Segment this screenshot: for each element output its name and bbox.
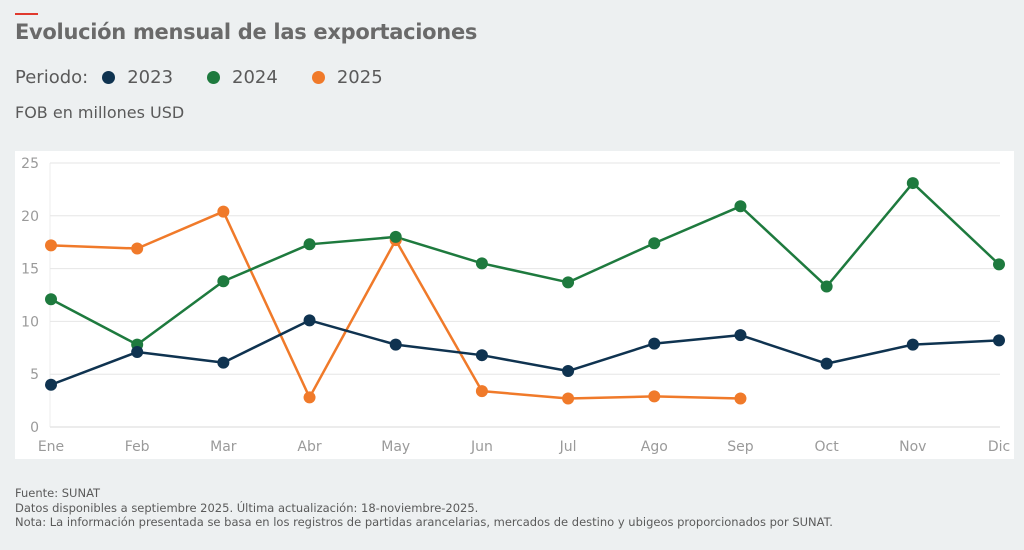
x-tick-label: Sep <box>727 439 754 455</box>
y-axis-unit-label: FOB en millones USD <box>15 103 185 122</box>
data-point-2025-Ago <box>648 390 661 403</box>
footer-source: Fuente: SUNAT <box>15 486 101 500</box>
data-point-2023-Abr <box>303 314 316 327</box>
legend-label-2023: 2023 <box>127 67 174 88</box>
series-points <box>45 177 1005 405</box>
y-tick-label: 20 <box>21 209 39 225</box>
x-tick-label: May <box>381 439 410 455</box>
legend: Periodo: 2023 2024 2025 <box>15 67 403 88</box>
data-point-2023-Nov <box>906 338 919 351</box>
data-point-2024-Dic <box>993 258 1005 271</box>
x-tick-label: Dic <box>988 439 1010 455</box>
legend-label-2024: 2024 <box>232 67 278 88</box>
series-line-2024 <box>50 181 1000 346</box>
data-point-2023-Oct <box>820 357 833 370</box>
data-point-2023-Sep <box>734 329 747 342</box>
legend-label-2025: 2025 <box>336 67 383 88</box>
data-point-2024-Jun <box>475 257 488 270</box>
data-point-2023-Dic <box>993 334 1005 347</box>
legend-item-2025[interactable]: 2025 <box>311 67 403 88</box>
title-accent-bar <box>15 13 38 15</box>
x-tick-label: Jul <box>559 439 577 455</box>
x-tick-label: Ago <box>641 439 668 455</box>
legend-dot-2025 <box>311 71 325 84</box>
data-point-2023-May <box>389 338 402 351</box>
data-point-2023-Mar <box>217 356 230 369</box>
data-point-2025-Mar <box>217 205 230 218</box>
line-chart: 0 5 10 15 20 25 Ene Feb Mar Abr May Jun Jul Ago Sep Oc… <box>21 156 1010 455</box>
x-tick-label: Mar <box>210 439 237 455</box>
footer-update: Datos disponibles a septiembre 2025. Últ… <box>15 500 479 515</box>
data-point-2023-Jul <box>562 365 575 378</box>
data-point-2025-Ene <box>45 239 57 252</box>
data-point-2024-Ago <box>648 237 661 250</box>
data-point-2025-Abr <box>303 391 316 404</box>
data-point-2024-Mar <box>217 275 230 288</box>
data-point-2024-Jul <box>562 276 575 289</box>
data-point-2025-Jul <box>562 392 575 405</box>
x-tick-label: Ene <box>38 439 64 455</box>
data-point-2023-Jun <box>475 349 488 362</box>
data-point-2024-May <box>389 230 402 243</box>
data-point-2023-Ene <box>45 378 57 391</box>
data-point-2023-Feb <box>131 346 144 359</box>
legend-item-2024[interactable]: 2024 <box>207 67 298 88</box>
y-tick-label: 0 <box>30 420 39 436</box>
legend-prefix: Periodo: <box>15 67 89 88</box>
data-point-2024-Oct <box>820 280 833 293</box>
footer-note: Nota: La información presentada se basa … <box>15 515 833 529</box>
data-point-2024-Ene <box>45 293 57 306</box>
y-axis-ticks: 0 5 10 15 20 25 <box>21 156 39 436</box>
data-point-2024-Nov <box>906 177 919 190</box>
data-point-2024-Sep <box>734 200 747 213</box>
y-tick-label: 10 <box>21 314 39 330</box>
legend-dot-2024 <box>207 71 221 84</box>
gridlines <box>49 162 1000 428</box>
y-tick-label: 15 <box>21 262 39 278</box>
x-tick-label: Nov <box>899 439 926 455</box>
x-axis-ticks: Ene Feb Mar Abr May Jun Jul Ago Sep Oct Nov Dic <box>38 439 1010 455</box>
x-tick-label: Jun <box>470 439 493 455</box>
footer: Fuente: SUNAT Datos disponibles a septie… <box>15 486 833 530</box>
chart-panel: 0 5 10 15 20 25 Ene Feb Mar Abr May Jun Jul Ago Sep Oc… <box>15 151 1014 459</box>
data-point-2023-Ago <box>648 337 661 350</box>
legend-dot-2023 <box>102 71 116 84</box>
y-tick-label: 5 <box>30 367 39 383</box>
x-tick-label: Feb <box>125 439 150 455</box>
data-point-2025-Feb <box>131 242 144 255</box>
data-point-2025-Sep <box>734 392 747 405</box>
x-tick-label: Abr <box>297 439 321 455</box>
y-tick-label: 25 <box>21 156 39 172</box>
chart-title: Evolución mensual de las exportaciones <box>15 20 478 44</box>
x-tick-label: Oct <box>815 439 840 455</box>
series-line-2023 <box>50 319 1000 386</box>
data-point-2024-Abr <box>303 238 316 251</box>
legend-item-2023[interactable]: 2023 <box>102 67 193 88</box>
data-point-2025-Jun <box>475 385 488 398</box>
